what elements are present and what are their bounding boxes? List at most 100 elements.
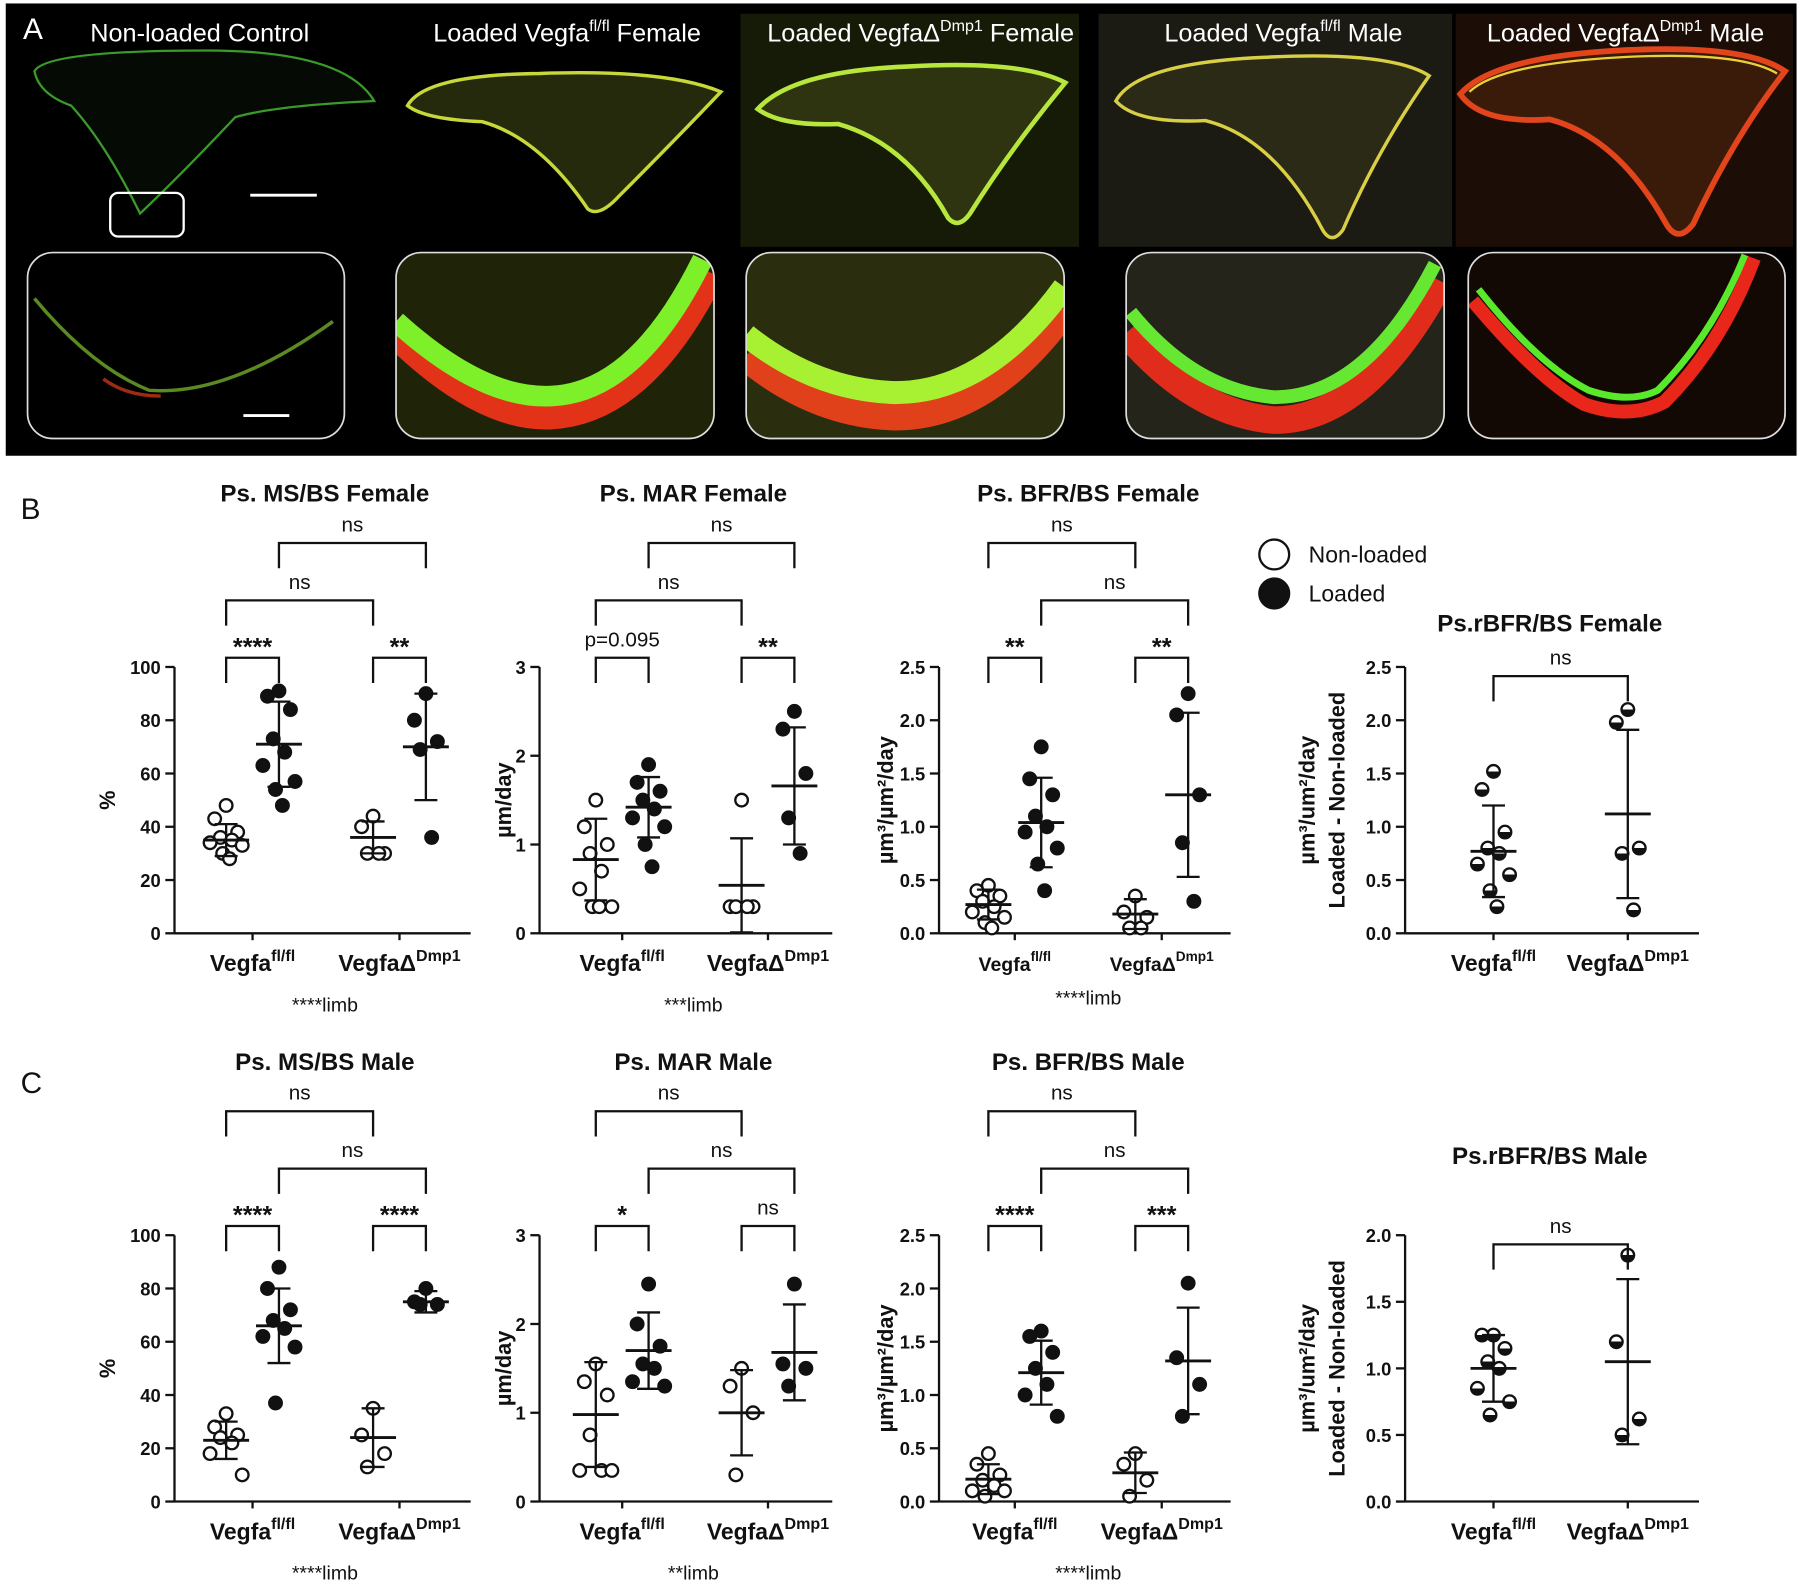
y-tick-label: 1.5	[900, 763, 926, 784]
data-point	[572, 1463, 588, 1478]
image-title: Loaded Vegfafl/fl Female	[433, 17, 701, 47]
data-point	[1049, 1408, 1065, 1424]
chart-title: Ps.rBFR/BS Female	[1437, 610, 1662, 637]
data-point	[1486, 763, 1501, 779]
superscript: Dmp1	[785, 947, 830, 965]
x-tick-label: Vegfafl/fl	[210, 947, 295, 976]
footnote: ****limb	[1055, 987, 1121, 1009]
superscript: Dmp1	[416, 1515, 461, 1533]
significance-label: ns	[711, 514, 733, 537]
significance-label: ns	[289, 571, 311, 594]
x-tick-label: Vegfafl/fl	[580, 1515, 665, 1544]
footnote: ****limb	[292, 1563, 358, 1585]
y-tick-label: 0.0	[1366, 923, 1392, 944]
inset-frame	[395, 251, 715, 440]
significance-bracket	[1134, 1224, 1190, 1252]
data-point	[1502, 867, 1518, 883]
x-tick-label: VegfaΔDmp1	[707, 947, 829, 976]
data-point	[377, 1446, 393, 1462]
x-tick-label: Vegfafl/fl	[210, 1515, 295, 1544]
chart-title: Ps. MS/BS Male	[235, 1049, 414, 1076]
data-point	[1614, 1427, 1630, 1443]
data-point	[1497, 1340, 1513, 1356]
significance-bracket	[225, 656, 281, 684]
superscript: Dmp1	[1660, 17, 1703, 35]
text-part: Vegfa	[1451, 1518, 1512, 1544]
legend-label: Non-loaded	[1309, 542, 1428, 568]
x-tick-label: VegfaΔDmp1	[1110, 949, 1214, 976]
superscript: fl/fl	[1033, 1515, 1057, 1533]
y-tick-label: 1.5	[1366, 763, 1392, 784]
data-point	[412, 1296, 428, 1312]
superscript: Dmp1	[1644, 1515, 1689, 1533]
inset-image	[27, 252, 345, 439]
x-tick-label: VegfaΔDmp1	[707, 1515, 829, 1544]
y-tick-label: 40	[140, 817, 160, 838]
significance-label: **	[1152, 633, 1172, 661]
superscript: Dmp1	[1178, 1515, 1223, 1533]
inset-image	[746, 252, 1065, 439]
bone-section	[405, 71, 724, 214]
data-point	[1174, 835, 1190, 851]
label-band	[1475, 253, 1749, 401]
text-part: Non-loaded Control	[90, 19, 309, 47]
data-point	[1017, 824, 1033, 840]
chart-title: Ps. BFR/BS Female	[977, 481, 1199, 508]
data-point	[255, 1328, 271, 1344]
x-tick-label: Vegfafl/fl	[1451, 1515, 1536, 1544]
x-tick-label: Vegfafl/fl	[972, 1515, 1057, 1544]
x-tick-label: VegfaΔDmp1	[1567, 1515, 1689, 1544]
data-point	[629, 1316, 645, 1332]
y-tick-label: 1	[516, 834, 526, 855]
significance-bracket	[277, 541, 428, 569]
data-point	[234, 1467, 250, 1483]
data-point	[406, 712, 422, 728]
y-axis-label: µm³/um²/day	[1294, 1304, 1319, 1433]
y-tick-label: 1.5	[900, 1332, 926, 1353]
data-point	[722, 1378, 738, 1394]
data-point	[1017, 1387, 1033, 1403]
superscript: fl/fl	[1512, 1515, 1536, 1533]
y-tick-label: 2.0	[900, 710, 926, 731]
significance-bracket	[987, 656, 1043, 684]
y-tick-label: 2.5	[900, 657, 926, 678]
y-tick-label: 1.0	[900, 817, 926, 838]
data-point	[1192, 1376, 1208, 1392]
text-part: VegfaΔ	[707, 950, 785, 976]
y-tick-label: 1	[516, 1403, 526, 1424]
label-band	[746, 280, 1065, 405]
data-point	[271, 1259, 287, 1275]
panel-label: B	[21, 493, 41, 526]
data-point	[786, 1276, 802, 1292]
significance-bracket	[987, 1110, 1137, 1137]
significance-bracket	[1040, 599, 1190, 626]
data-point	[604, 1463, 620, 1478]
x-tick-label: VegfaΔDmp1	[338, 947, 460, 976]
y-tick-label: 60	[140, 763, 160, 784]
y-tick-label: 2.0	[1366, 1225, 1392, 1246]
data-point	[1608, 714, 1624, 730]
data-point	[657, 1378, 673, 1394]
image-title: Non-loaded Control	[90, 19, 309, 47]
y-axis-label: Loaded - Non-loaded	[1324, 692, 1349, 909]
footnote: ****limb	[1055, 1563, 1121, 1585]
data-point	[1049, 840, 1065, 856]
y-axis-label: µm/day	[491, 1331, 516, 1407]
significance-label: ns	[342, 1139, 364, 1162]
superscript: fl/fl	[271, 947, 295, 965]
data-point	[637, 837, 653, 852]
data-point	[1491, 845, 1507, 861]
text-part: Female	[610, 19, 701, 47]
significance-bracket	[647, 541, 796, 569]
y-tick-label: 3	[516, 657, 526, 678]
data-point	[429, 1296, 445, 1312]
data-point	[287, 774, 303, 789]
inset-frame	[745, 251, 1066, 440]
superscript: fl/fl	[1320, 17, 1341, 35]
data-point	[202, 1446, 218, 1462]
inset-frame	[1467, 251, 1786, 440]
data-point	[282, 1302, 298, 1318]
data-point	[1037, 883, 1053, 899]
chart-title: Ps. BFR/BS Male	[992, 1049, 1185, 1076]
